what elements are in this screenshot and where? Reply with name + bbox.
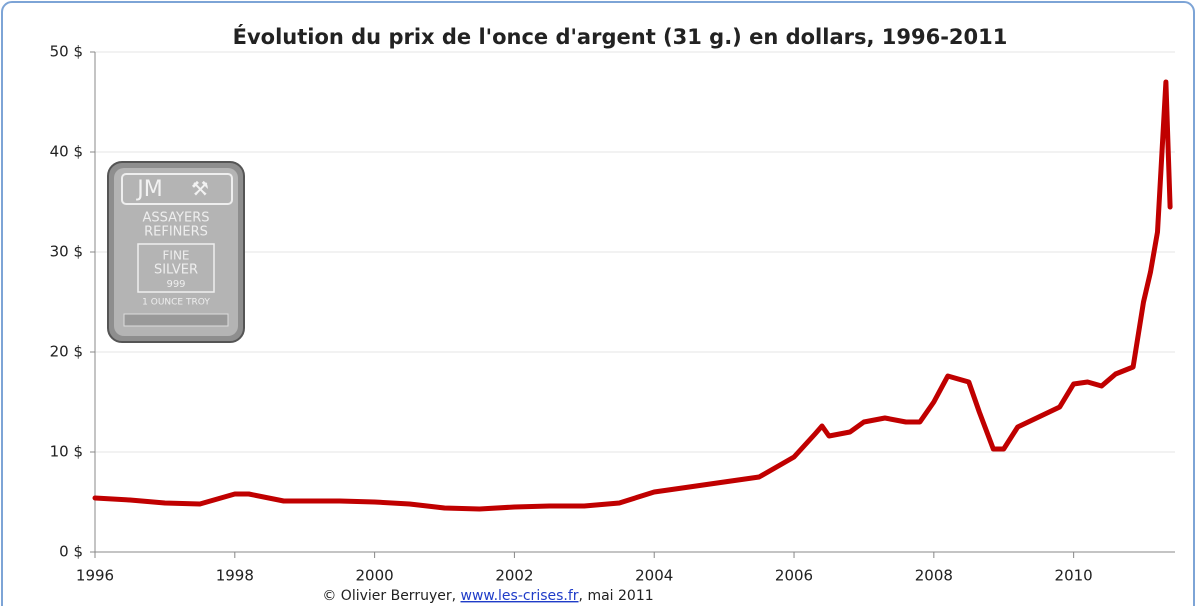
- y-tick-label: 0 $: [59, 543, 83, 561]
- source-author: © Olivier Berruyer,: [322, 588, 460, 604]
- y-tick-label: 40 $: [50, 143, 83, 161]
- x-tick-label: 2006: [775, 567, 813, 585]
- bar-text: 999: [166, 279, 185, 290]
- serial-strip: [124, 314, 228, 326]
- chart: Évolution du prix de l'once d'argent (31…: [0, 0, 1197, 606]
- x-tick-label: 2000: [356, 567, 394, 585]
- page: Évolution du prix de l'once d'argent (31…: [0, 0, 1197, 606]
- chart-title: Évolution du prix de l'once d'argent (31…: [233, 24, 1008, 49]
- bar-text: SILVER: [154, 263, 198, 278]
- silver-bar: JM ⚒ ASSAYERS REFINERS FINE SILVER 999 1…: [108, 162, 244, 342]
- x-tick-label: 2010: [1055, 567, 1093, 585]
- bar-text: FINE: [163, 249, 190, 263]
- y-tick-label: 30 $: [50, 243, 83, 261]
- bar-text: JM: [135, 177, 162, 202]
- x-tick-label: 2002: [495, 567, 533, 585]
- bar-text: ASSAYERS: [143, 211, 210, 226]
- x-tick-label: 1996: [76, 567, 114, 585]
- y-tick-label: 10 $: [50, 443, 83, 461]
- x-tick-label: 1998: [216, 567, 254, 585]
- bar-text: REFINERS: [144, 225, 208, 240]
- source-link[interactable]: www.les-crises.fr: [461, 588, 579, 604]
- source-date: , mai 2011: [579, 588, 654, 604]
- y-tick-label: 20 $: [50, 343, 83, 361]
- bar-text: 1 OUNCE TROY: [142, 298, 210, 308]
- source-note: © Olivier Berruyer, www.les-crises.fr, m…: [322, 588, 653, 604]
- x-tick-label: 2008: [915, 567, 953, 585]
- x-tick-label: 2004: [635, 567, 673, 585]
- logo-icon: ⚒: [191, 177, 209, 201]
- y-tick-label: 50 $: [50, 43, 83, 61]
